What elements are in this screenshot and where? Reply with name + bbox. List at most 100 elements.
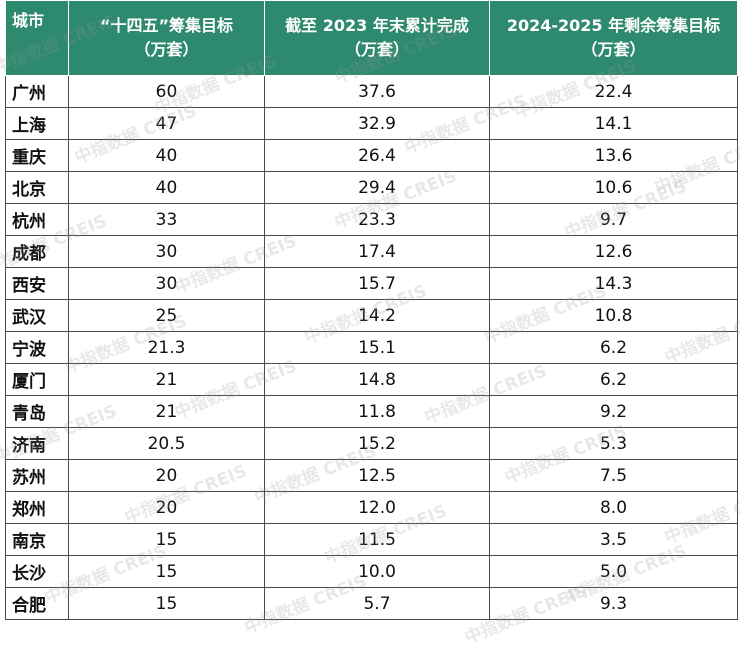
- city-cell: 上海: [5, 107, 69, 140]
- target-cell: 20: [68, 491, 265, 524]
- target-cell: 40: [68, 171, 265, 204]
- header-remaining-unit: （万套）: [581, 40, 646, 59]
- table-row: 合肥 15 5.7 9.3: [5, 587, 738, 620]
- table-row: 长沙 15 10.0 5.0: [5, 555, 738, 588]
- remaining-cell: 10.8: [489, 299, 738, 332]
- table-row: 厦门 21 14.8 6.2: [5, 363, 738, 396]
- target-cell: 25: [68, 299, 265, 332]
- target-cell: 47: [68, 107, 265, 140]
- target-cell: 15: [68, 555, 265, 588]
- target-cell: 60: [68, 75, 265, 108]
- city-cell: 苏州: [5, 459, 69, 492]
- remaining-cell: 13.6: [489, 139, 738, 172]
- remaining-cell: 22.4: [489, 75, 738, 108]
- remaining-cell: 5.0: [489, 555, 738, 588]
- remaining-cell: 7.5: [489, 459, 738, 492]
- remaining-cell: 8.0: [489, 491, 738, 524]
- header-target-title: “十四五”筹集目标: [99, 16, 234, 35]
- completed-cell: 32.9: [264, 107, 490, 140]
- city-cell: 郑州: [5, 491, 69, 524]
- city-cell: 广州: [5, 75, 69, 108]
- city-cell: 北京: [5, 171, 69, 204]
- city-cell: 成都: [5, 235, 69, 268]
- table-row: 北京 40 29.4 10.6: [5, 171, 738, 204]
- completed-cell: 5.7: [264, 587, 490, 620]
- target-cell: 30: [68, 267, 265, 300]
- header-completed-title: 截至 2023 年末累计完成: [285, 16, 469, 35]
- target-cell: 21.3: [68, 331, 265, 364]
- remaining-cell: 3.5: [489, 523, 738, 556]
- table-row: 苏州 20 12.5 7.5: [5, 459, 738, 492]
- city-cell: 合肥: [5, 587, 69, 620]
- city-cell: 长沙: [5, 555, 69, 588]
- remaining-cell: 6.2: [489, 331, 738, 364]
- target-cell: 20: [68, 459, 265, 492]
- table-row: 武汉 25 14.2 10.8: [5, 299, 738, 332]
- completed-cell: 11.8: [264, 395, 490, 428]
- target-cell: 30: [68, 235, 265, 268]
- remaining-cell: 9.7: [489, 203, 738, 236]
- header-completed-unit: （万套）: [344, 40, 409, 59]
- target-cell: 15: [68, 587, 265, 620]
- city-cell: 厦门: [5, 363, 69, 396]
- completed-cell: 14.2: [264, 299, 490, 332]
- table-row: 西安 30 15.7 14.3: [5, 267, 738, 300]
- city-cell: 重庆: [5, 139, 69, 172]
- completed-cell: 37.6: [264, 75, 490, 108]
- header-completed: 截至 2023 年末累计完成 （万套）: [264, 0, 490, 76]
- completed-cell: 15.1: [264, 331, 490, 364]
- completed-cell: 17.4: [264, 235, 490, 268]
- remaining-cell: 5.3: [489, 427, 738, 460]
- city-cell: 武汉: [5, 299, 69, 332]
- table-row: 南京 15 11.5 3.5: [5, 523, 738, 556]
- table-row: 郑州 20 12.0 8.0: [5, 491, 738, 524]
- header-target-unit: （万套）: [134, 40, 199, 59]
- city-cell: 宁波: [5, 331, 69, 364]
- completed-cell: 14.8: [264, 363, 490, 396]
- remaining-cell: 9.3: [489, 587, 738, 620]
- header-remaining: 2024-2025 年剩余筹集目标 （万套）: [489, 0, 738, 76]
- completed-cell: 11.5: [264, 523, 490, 556]
- city-cell: 青岛: [5, 395, 69, 428]
- city-cell: 西安: [5, 267, 69, 300]
- target-cell: 20.5: [68, 427, 265, 460]
- completed-cell: 23.3: [264, 203, 490, 236]
- header-row: 城市 “十四五”筹集目标 （万套） 截至 2023 年末累计完成 （万套） 20…: [5, 0, 738, 76]
- target-cell: 33: [68, 203, 265, 236]
- remaining-cell: 9.2: [489, 395, 738, 428]
- table-header: 城市 “十四五”筹集目标 （万套） 截至 2023 年末累计完成 （万套） 20…: [5, 0, 738, 76]
- city-cell: 南京: [5, 523, 69, 556]
- table-row: 广州 60 37.6 22.4: [5, 75, 738, 108]
- target-cell: 40: [68, 139, 265, 172]
- header-remaining-title: 2024-2025 年剩余筹集目标: [506, 16, 721, 35]
- target-cell: 21: [68, 395, 265, 428]
- completed-cell: 15.7: [264, 267, 490, 300]
- table-body: 广州 60 37.6 22.4 上海 47 32.9 14.1 重庆 40 26.4 13.6 北京 40…: [5, 75, 738, 620]
- table-row: 成都 30 17.4 12.6: [5, 235, 738, 268]
- housing-target-table: 城市 “十四五”筹集目标 （万套） 截至 2023 年末累计完成 （万套） 20…: [5, 0, 738, 620]
- completed-cell: 12.5: [264, 459, 490, 492]
- remaining-cell: 14.1: [489, 107, 738, 140]
- header-target: “十四五”筹集目标 （万套）: [68, 0, 265, 76]
- table-row: 济南 20.5 15.2 5.3: [5, 427, 738, 460]
- table-row: 青岛 21 11.8 9.2: [5, 395, 738, 428]
- completed-cell: 15.2: [264, 427, 490, 460]
- completed-cell: 29.4: [264, 171, 490, 204]
- completed-cell: 10.0: [264, 555, 490, 588]
- completed-cell: 12.0: [264, 491, 490, 524]
- table-row: 宁波 21.3 15.1 6.2: [5, 331, 738, 364]
- remaining-cell: 6.2: [489, 363, 738, 396]
- target-cell: 21: [68, 363, 265, 396]
- city-cell: 济南: [5, 427, 69, 460]
- table-row: 杭州 33 23.3 9.7: [5, 203, 738, 236]
- remaining-cell: 10.6: [489, 171, 738, 204]
- city-cell: 杭州: [5, 203, 69, 236]
- table-row: 重庆 40 26.4 13.6: [5, 139, 738, 172]
- table-row: 上海 47 32.9 14.1: [5, 107, 738, 140]
- target-cell: 15: [68, 523, 265, 556]
- remaining-cell: 14.3: [489, 267, 738, 300]
- completed-cell: 26.4: [264, 139, 490, 172]
- remaining-cell: 12.6: [489, 235, 738, 268]
- header-city: 城市: [5, 0, 69, 76]
